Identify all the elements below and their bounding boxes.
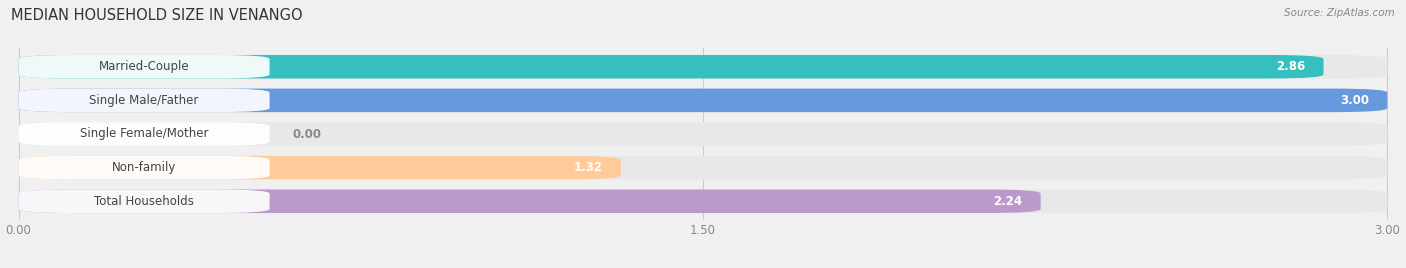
FancyBboxPatch shape xyxy=(18,189,1388,213)
Text: Single Male/Father: Single Male/Father xyxy=(90,94,198,107)
Text: Total Households: Total Households xyxy=(94,195,194,208)
FancyBboxPatch shape xyxy=(18,122,270,146)
Text: Married-Couple: Married-Couple xyxy=(98,60,190,73)
FancyBboxPatch shape xyxy=(18,89,1388,112)
FancyBboxPatch shape xyxy=(18,55,270,79)
Text: Source: ZipAtlas.com: Source: ZipAtlas.com xyxy=(1284,8,1395,18)
Text: 0.00: 0.00 xyxy=(292,128,322,140)
FancyBboxPatch shape xyxy=(18,156,621,179)
Text: Non-family: Non-family xyxy=(112,161,176,174)
FancyBboxPatch shape xyxy=(18,156,270,179)
Text: Single Female/Mother: Single Female/Mother xyxy=(80,128,208,140)
Text: 3.00: 3.00 xyxy=(1340,94,1369,107)
FancyBboxPatch shape xyxy=(18,55,1323,79)
FancyBboxPatch shape xyxy=(18,189,1040,213)
FancyBboxPatch shape xyxy=(18,122,1388,146)
FancyBboxPatch shape xyxy=(18,189,270,213)
FancyBboxPatch shape xyxy=(18,156,1388,179)
FancyBboxPatch shape xyxy=(18,89,1388,112)
FancyBboxPatch shape xyxy=(18,89,270,112)
FancyBboxPatch shape xyxy=(18,55,1388,79)
Text: 2.86: 2.86 xyxy=(1277,60,1305,73)
Text: 2.24: 2.24 xyxy=(993,195,1022,208)
Text: 1.32: 1.32 xyxy=(574,161,603,174)
Text: MEDIAN HOUSEHOLD SIZE IN VENANGO: MEDIAN HOUSEHOLD SIZE IN VENANGO xyxy=(11,8,302,23)
